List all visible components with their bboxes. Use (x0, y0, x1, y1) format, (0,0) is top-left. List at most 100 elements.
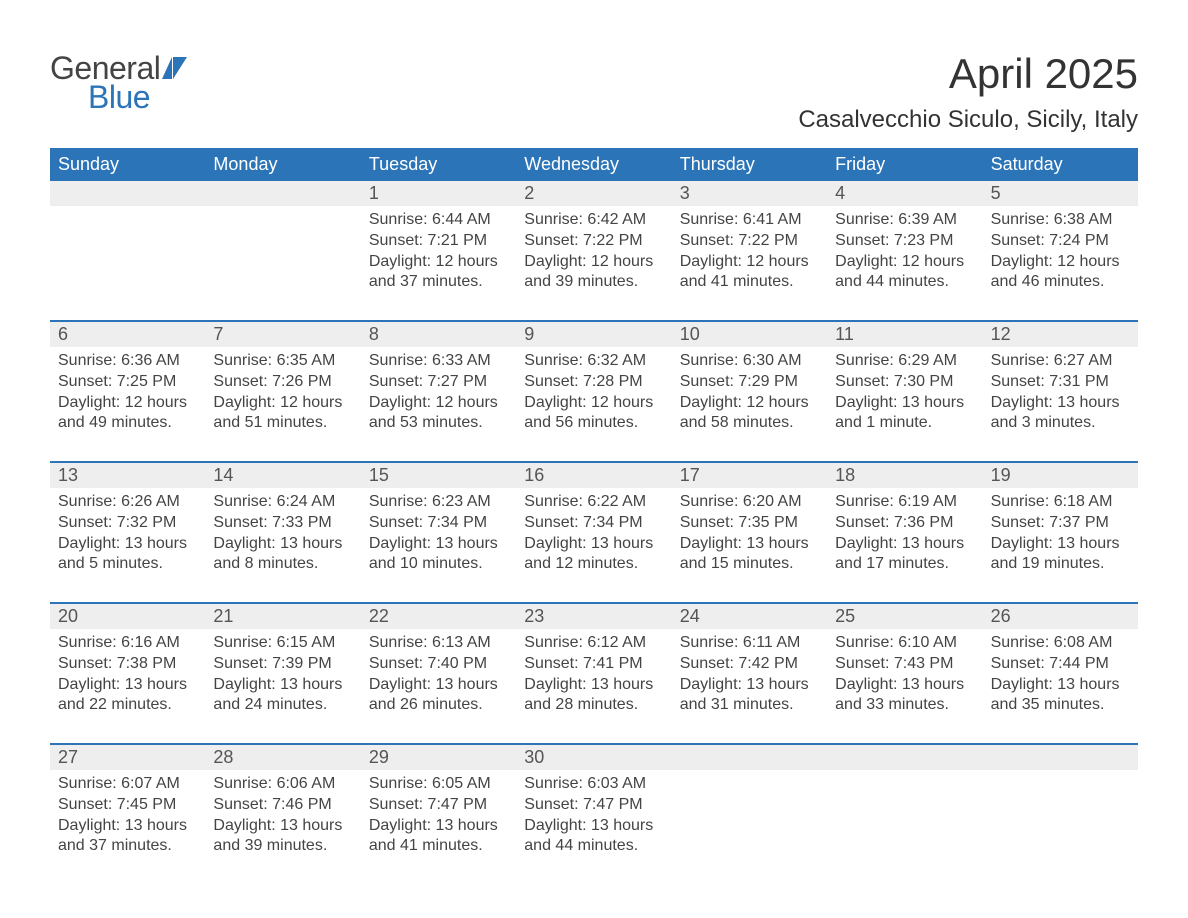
sunrise-text: Sunrise: 6:44 AM (369, 210, 508, 231)
sunset-text: Sunset: 7:35 PM (680, 513, 819, 534)
day-number: 9 (516, 322, 671, 347)
sunrise-text: Sunrise: 6:15 AM (213, 633, 352, 654)
day-number: 16 (516, 463, 671, 488)
daylight-text: Daylight: 13 hours and 12 minutes. (524, 534, 663, 576)
month-title: April 2025 (798, 50, 1138, 98)
day-number: 14 (205, 463, 360, 488)
day-cell: Sunrise: 6:30 AMSunset: 7:29 PMDaylight:… (672, 347, 827, 447)
day-cell: Sunrise: 6:32 AMSunset: 7:28 PMDaylight:… (516, 347, 671, 447)
daylight-text: Daylight: 12 hours and 44 minutes. (835, 252, 974, 294)
daynum-band: 13141516171819 (50, 463, 1138, 488)
sunset-text: Sunset: 7:22 PM (680, 231, 819, 252)
day-cell: Sunrise: 6:20 AMSunset: 7:35 PMDaylight:… (672, 488, 827, 588)
day-cell: Sunrise: 6:05 AMSunset: 7:47 PMDaylight:… (361, 770, 516, 870)
sunset-text: Sunset: 7:42 PM (680, 654, 819, 675)
weekday-tue: Tuesday (361, 148, 516, 181)
day-cell (205, 206, 360, 306)
day-number (672, 745, 827, 770)
daynum-band: 20212223242526 (50, 604, 1138, 629)
day-number: 28 (205, 745, 360, 770)
daylight-text: Daylight: 13 hours and 41 minutes. (369, 816, 508, 858)
sunset-text: Sunset: 7:23 PM (835, 231, 974, 252)
day-cell: Sunrise: 6:39 AMSunset: 7:23 PMDaylight:… (827, 206, 982, 306)
day-number: 1 (361, 181, 516, 206)
sunset-text: Sunset: 7:34 PM (369, 513, 508, 534)
daylight-text: Daylight: 13 hours and 8 minutes. (213, 534, 352, 576)
daylight-text: Daylight: 12 hours and 46 minutes. (991, 252, 1130, 294)
day-number: 12 (983, 322, 1138, 347)
day-number: 7 (205, 322, 360, 347)
day-number: 13 (50, 463, 205, 488)
day-cell: Sunrise: 6:07 AMSunset: 7:45 PMDaylight:… (50, 770, 205, 870)
sunrise-text: Sunrise: 6:19 AM (835, 492, 974, 513)
sunrise-text: Sunrise: 6:16 AM (58, 633, 197, 654)
sunset-text: Sunset: 7:38 PM (58, 654, 197, 675)
sunrise-text: Sunrise: 6:38 AM (991, 210, 1130, 231)
calendar: Sunday Monday Tuesday Wednesday Thursday… (50, 148, 1138, 870)
day-number: 19 (983, 463, 1138, 488)
day-cell: Sunrise: 6:42 AMSunset: 7:22 PMDaylight:… (516, 206, 671, 306)
daylight-text: Daylight: 12 hours and 49 minutes. (58, 393, 197, 435)
day-cell: Sunrise: 6:22 AMSunset: 7:34 PMDaylight:… (516, 488, 671, 588)
day-cell: Sunrise: 6:11 AMSunset: 7:42 PMDaylight:… (672, 629, 827, 729)
sunset-text: Sunset: 7:37 PM (991, 513, 1130, 534)
sunset-text: Sunset: 7:22 PM (524, 231, 663, 252)
day-number: 15 (361, 463, 516, 488)
weekday-mon: Monday (205, 148, 360, 181)
day-number: 6 (50, 322, 205, 347)
day-number: 4 (827, 181, 982, 206)
day-cell: Sunrise: 6:36 AMSunset: 7:25 PMDaylight:… (50, 347, 205, 447)
header: General Blue April 2025 Casalvecchio Sic… (50, 50, 1138, 134)
sunrise-text: Sunrise: 6:08 AM (991, 633, 1130, 654)
sunset-text: Sunset: 7:47 PM (524, 795, 663, 816)
week-row: 13141516171819Sunrise: 6:26 AMSunset: 7:… (50, 461, 1138, 588)
daylight-text: Daylight: 13 hours and 5 minutes. (58, 534, 197, 576)
day-number: 5 (983, 181, 1138, 206)
sunset-text: Sunset: 7:30 PM (835, 372, 974, 393)
sunset-text: Sunset: 7:29 PM (680, 372, 819, 393)
day-number: 20 (50, 604, 205, 629)
daylight-text: Daylight: 13 hours and 17 minutes. (835, 534, 974, 576)
sunset-text: Sunset: 7:41 PM (524, 654, 663, 675)
sunrise-text: Sunrise: 6:33 AM (369, 351, 508, 372)
sunset-text: Sunset: 7:31 PM (991, 372, 1130, 393)
brand-logo: General Blue (50, 50, 196, 116)
sunrise-text: Sunrise: 6:06 AM (213, 774, 352, 795)
daylight-text: Daylight: 13 hours and 28 minutes. (524, 675, 663, 717)
sunset-text: Sunset: 7:43 PM (835, 654, 974, 675)
sunrise-text: Sunrise: 6:24 AM (213, 492, 352, 513)
sunset-text: Sunset: 7:25 PM (58, 372, 197, 393)
daylight-text: Daylight: 12 hours and 51 minutes. (213, 393, 352, 435)
day-number: 30 (516, 745, 671, 770)
daylight-text: Daylight: 13 hours and 22 minutes. (58, 675, 197, 717)
day-cell: Sunrise: 6:18 AMSunset: 7:37 PMDaylight:… (983, 488, 1138, 588)
sunrise-text: Sunrise: 6:26 AM (58, 492, 197, 513)
week-row: 12345Sunrise: 6:44 AMSunset: 7:21 PMDayl… (50, 181, 1138, 306)
day-cell: Sunrise: 6:41 AMSunset: 7:22 PMDaylight:… (672, 206, 827, 306)
day-cell: Sunrise: 6:35 AMSunset: 7:26 PMDaylight:… (205, 347, 360, 447)
day-cell: Sunrise: 6:10 AMSunset: 7:43 PMDaylight:… (827, 629, 982, 729)
day-cell (827, 770, 982, 870)
sunset-text: Sunset: 7:32 PM (58, 513, 197, 534)
day-cell: Sunrise: 6:38 AMSunset: 7:24 PMDaylight:… (983, 206, 1138, 306)
day-cell: Sunrise: 6:08 AMSunset: 7:44 PMDaylight:… (983, 629, 1138, 729)
daylight-text: Daylight: 13 hours and 44 minutes. (524, 816, 663, 858)
daylight-text: Daylight: 13 hours and 35 minutes. (991, 675, 1130, 717)
day-number: 18 (827, 463, 982, 488)
sunrise-text: Sunrise: 6:32 AM (524, 351, 663, 372)
sunrise-text: Sunrise: 6:41 AM (680, 210, 819, 231)
sunrise-text: Sunrise: 6:22 AM (524, 492, 663, 513)
weekday-thu: Thursday (672, 148, 827, 181)
day-number: 21 (205, 604, 360, 629)
sunrise-text: Sunrise: 6:23 AM (369, 492, 508, 513)
day-number: 29 (361, 745, 516, 770)
daylight-text: Daylight: 12 hours and 37 minutes. (369, 252, 508, 294)
day-cell: Sunrise: 6:13 AMSunset: 7:40 PMDaylight:… (361, 629, 516, 729)
day-cell: Sunrise: 6:16 AMSunset: 7:38 PMDaylight:… (50, 629, 205, 729)
sunset-text: Sunset: 7:24 PM (991, 231, 1130, 252)
day-cell: Sunrise: 6:24 AMSunset: 7:33 PMDaylight:… (205, 488, 360, 588)
daylight-text: Daylight: 12 hours and 58 minutes. (680, 393, 819, 435)
day-number: 25 (827, 604, 982, 629)
day-cell: Sunrise: 6:06 AMSunset: 7:46 PMDaylight:… (205, 770, 360, 870)
day-number (50, 181, 205, 206)
